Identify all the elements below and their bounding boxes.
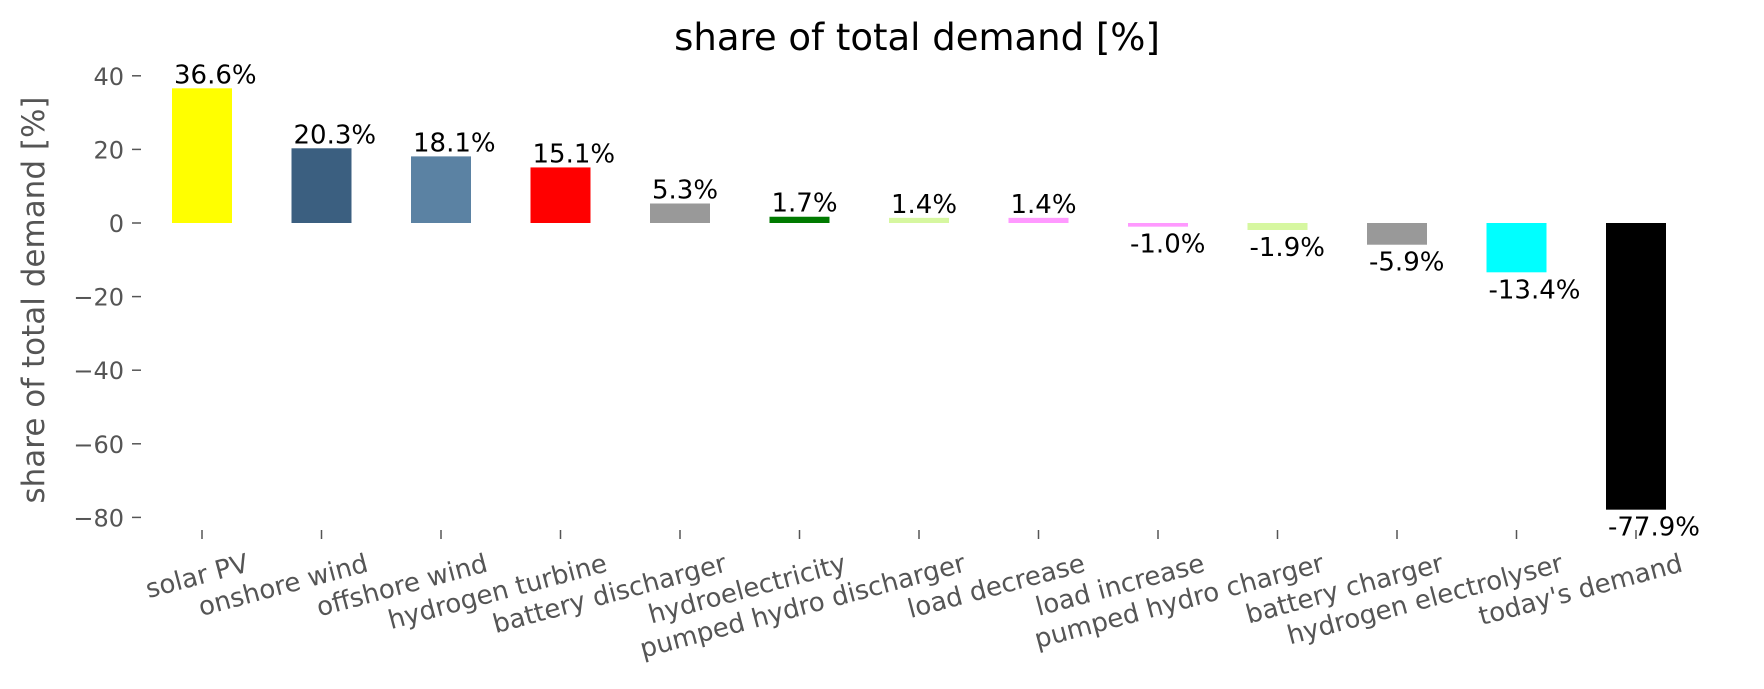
bar (650, 203, 710, 223)
bar (1367, 223, 1427, 245)
y-tick-label: 20 (93, 136, 124, 164)
data-label: 18.1% (413, 128, 496, 158)
bars (172, 88, 1666, 510)
bar (1008, 217, 1069, 223)
bar (291, 148, 352, 223)
y-axis: 40 20 0 −20 −40 −60 −80 (73, 63, 141, 532)
y-tick-label: 0 (109, 210, 124, 238)
y-tick-label: −40 (73, 357, 124, 385)
data-label: 5.3% (652, 175, 718, 205)
data-label: 1.4% (1011, 190, 1077, 220)
data-label: 1.7% (772, 189, 838, 219)
y-axis-label: share of total demand [%] (16, 96, 52, 503)
y-tick-label: −20 (73, 284, 124, 312)
bar (530, 167, 591, 223)
y-tick-label: −60 (73, 431, 124, 459)
bar (1606, 223, 1666, 510)
y-tick-label: 40 (93, 63, 124, 91)
bar (1128, 223, 1188, 227)
data-label: -1.9% (1250, 233, 1325, 263)
data-label: 15.1% (533, 139, 616, 169)
data-labels: 36.6% 20.3% 18.1% 15.1% 5.3% 1.7% 1.4% 1.4% -1.0… (174, 60, 1700, 542)
data-label: -13.4% (1489, 275, 1581, 305)
bar (172, 88, 232, 223)
bar (1486, 223, 1547, 273)
data-label: 1.4% (891, 190, 957, 220)
data-label: -77.9% (1608, 513, 1700, 543)
bar (1247, 223, 1308, 230)
data-label: -1.0% (1130, 230, 1205, 260)
data-label: 20.3% (294, 120, 377, 150)
data-label: 36.6% (174, 60, 257, 90)
bar (411, 156, 471, 223)
bar (769, 216, 830, 223)
data-label: -5.9% (1369, 248, 1444, 278)
bar (889, 217, 949, 223)
chart-title: share of total demand [%] (674, 16, 1160, 59)
y-tick-label: −80 (73, 504, 124, 532)
